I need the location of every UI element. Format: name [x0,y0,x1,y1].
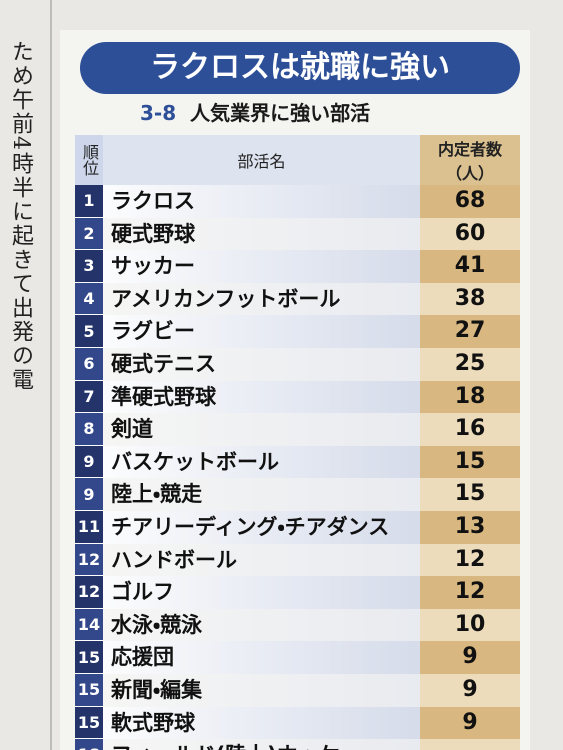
figure-number: 3-8 [140,101,177,125]
rank-cell: 15 [75,641,103,674]
count-cell: 60 [420,217,520,251]
table-row: 9 バスケットボール 15 [75,445,520,479]
table-row: 8 剣道 16 [75,413,520,446]
club-name: 硬式野球 [111,221,195,246]
rank-cell: 14 [75,608,103,642]
rank-cell: 12 [75,543,103,577]
count-cell: 25 [420,348,520,381]
title-banner: ラクロスは就職に強い [80,42,520,94]
club-name: チアリーディング・チアダンス [111,515,390,539]
count-header: 内定者数（人） [420,135,520,185]
table-row: 7 準硬式野球 18 [75,380,520,414]
club-name: ラグビー [111,319,195,344]
count-cell: 15 [420,445,520,479]
count-cell: 15 [420,478,520,511]
rank-cell: 6 [75,348,103,381]
table-row: 5 ラグビー 27 [75,315,520,348]
count-cell: 9 [420,641,520,674]
club-name: ハンドボール [111,547,237,572]
count-cell: 9 [420,706,520,740]
table-row: 9 陸上・競走 15 [75,478,520,511]
club-name: 準硬式野球 [111,384,216,409]
table-row: 4 アメリカンフットボール 38 [75,282,520,316]
column-rule [50,0,52,750]
side-text: ため午前4時半に起きて出発の電 [8,40,33,392]
table-row: 6 硬式テニス 25 [75,348,520,381]
club-name: ラクロス [111,189,195,213]
rank-cell: 15 [75,706,103,740]
rank-cell: 18 [75,739,103,750]
count-cell: 13 [420,511,520,544]
club-name: ゴルフ [111,580,174,605]
club-name: 硬式テニス [111,352,216,376]
table-row: 12 ゴルフ 12 [75,576,520,609]
rank-cell: 1 [75,185,103,218]
club-name: 軟式野球 [111,710,195,735]
rank-cell: 12 [75,576,103,609]
rank-cell: 9 [75,478,103,511]
table-row: 1 ラクロス 68 [75,185,520,218]
subtitle-text: 人気業界に強い部活 [190,101,371,125]
count-cell: 41 [420,250,520,283]
rank-cell: 15 [75,674,103,707]
rank-cell: 9 [75,445,103,479]
rank-cell: 2 [75,217,103,251]
rank-cell: 8 [75,413,103,446]
ranking-table: 順位 部活名 内定者数（人） 1 ラクロス 68 2 硬式野球 60 3 サッカー 41 4 アメリ… [75,135,520,750]
table-row: 14 水泳・競泳 10 [75,608,520,642]
count-cell: 27 [420,315,520,348]
club-name: 新聞・編集 [111,678,203,702]
count-cell: 12 [420,543,520,577]
table-row: 15 応援団 9 [75,641,520,674]
club-name: アメリカンフットボール [111,286,341,311]
table-row: 3 サッカー 41 [75,250,520,283]
table-row: 15 軟式野球 9 [75,706,520,740]
table-row: 15 新聞・編集 9 [75,674,520,707]
club-name: 水泳・競泳 [111,612,203,637]
count-cell: 12 [420,576,520,609]
rank-cell: 7 [75,380,103,414]
rank-cell: 3 [75,250,103,283]
count-cell: 38 [420,282,520,316]
club-name: フィールド(陸上)ホッケー [111,739,361,750]
table-row: 2 硬式野球 60 [75,217,520,251]
count-cell: 16 [420,413,520,446]
rank-cell: 11 [75,511,103,544]
subtitle: 3-8 人気業界に強い部活 [140,97,370,126]
count-cell: 68 [420,185,520,218]
table-row: 12 ハンドボール 12 [75,543,520,577]
club-name: バスケットボール [111,449,279,474]
club-name: 陸上・競走 [111,482,203,507]
table-row: 11 チアリーディング・チアダンス 13 [75,511,520,544]
count-cell: 9 [420,674,520,707]
count-cell [420,739,520,750]
count-cell: 18 [420,380,520,414]
club-name: サッカー [111,254,195,279]
club-name: 応援団 [111,645,174,670]
rank-cell: 4 [75,282,103,316]
count-cell: 10 [420,608,520,642]
table-row: 18 フィールド(陸上)ホッケー [75,739,520,750]
rank-cell: 5 [75,315,103,348]
name-header: 部活名 [103,135,420,185]
rank-header: 順位 [75,135,103,185]
club-name: 剣道 [111,417,153,442]
